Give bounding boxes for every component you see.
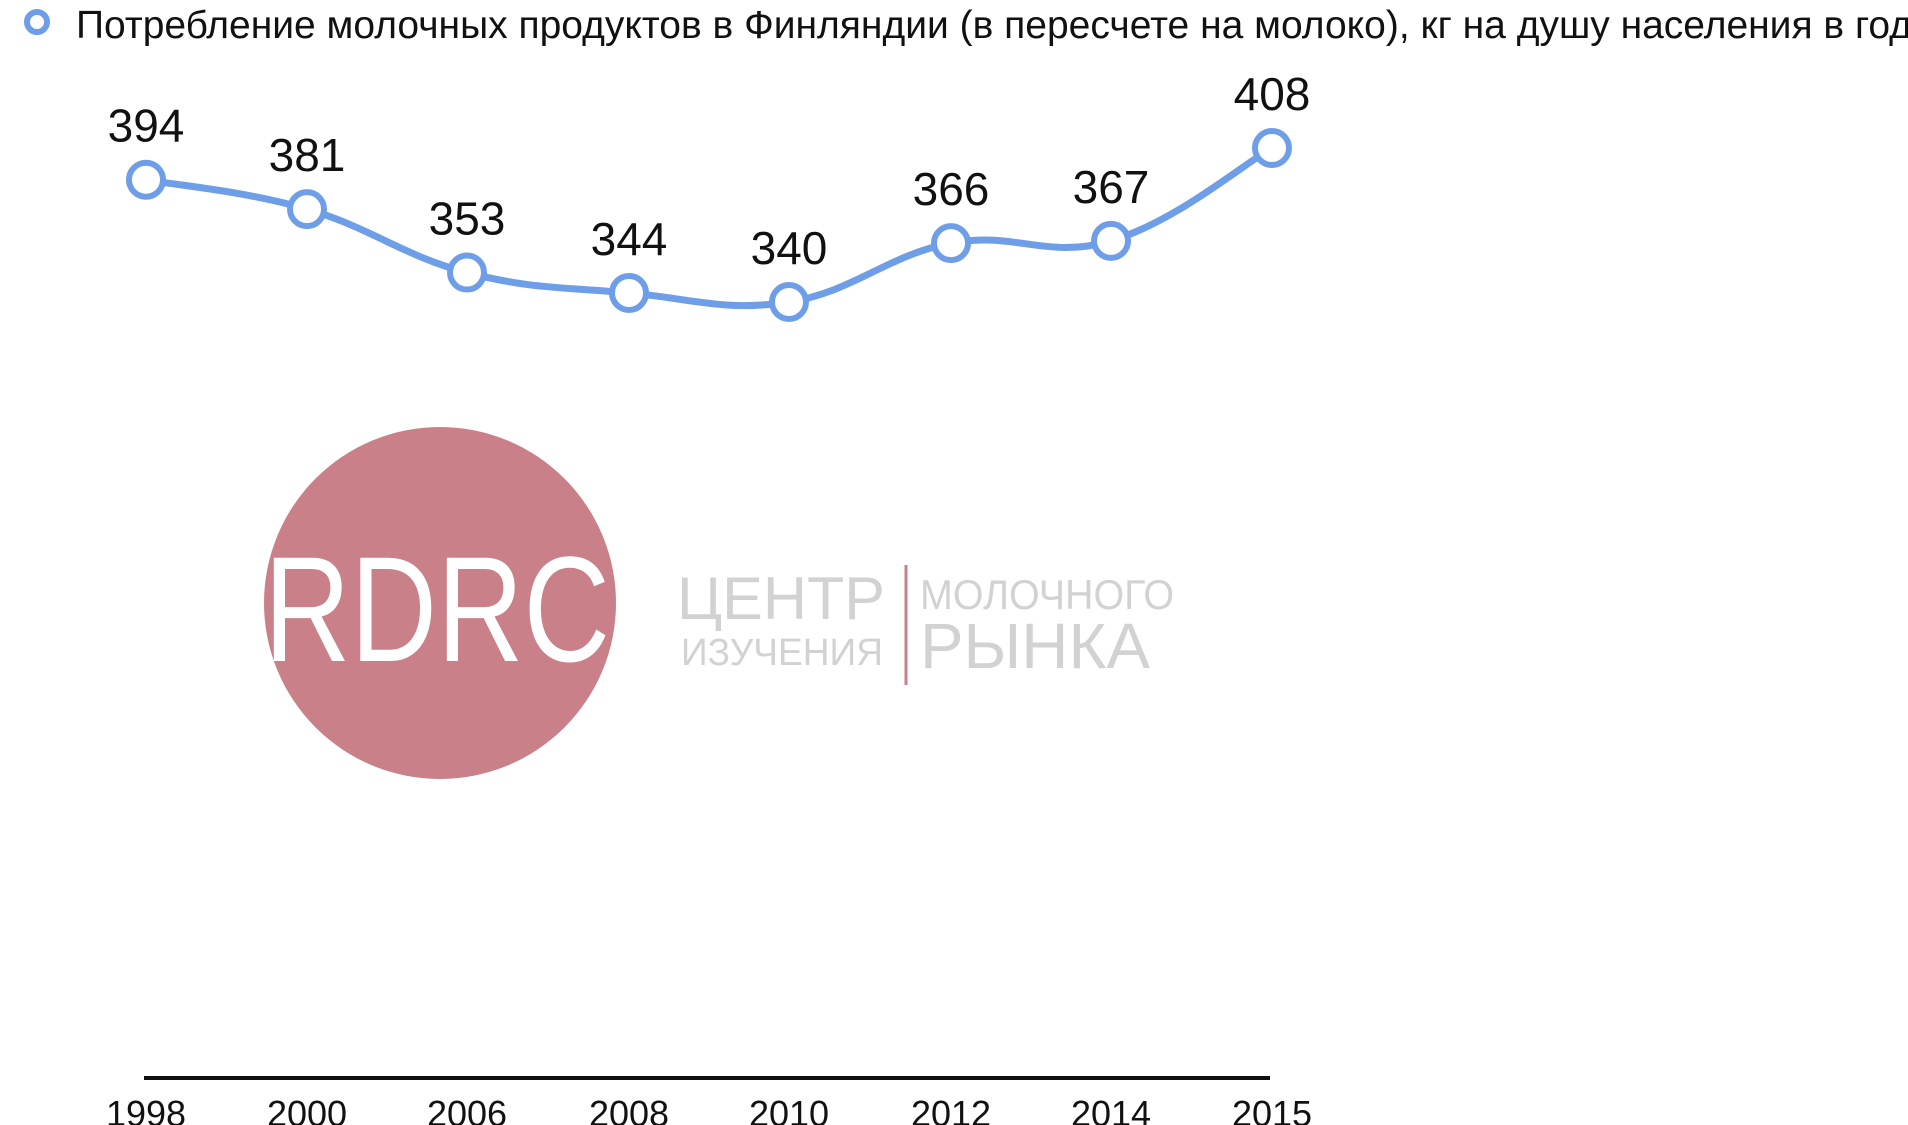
data-label-2010: 340 xyxy=(751,222,828,274)
legend: Потребление молочных продуктов в Финлянд… xyxy=(24,4,1908,47)
x-tick-layer: 1998 2000 2006 2008 2010 2012 2014 2015 xyxy=(106,1093,1312,1125)
logo-text-centr: ЦЕНТР xyxy=(677,565,885,632)
x-tick-2014: 2014 xyxy=(1071,1093,1151,1125)
data-point-2014 xyxy=(1091,220,1131,261)
data-label-2014: 367 xyxy=(1073,161,1150,213)
data-point-2006 xyxy=(447,252,487,293)
data-label-2008: 344 xyxy=(591,213,668,265)
x-tick-1998: 1998 xyxy=(106,1093,186,1125)
logo-text-rynka: РЫНКА xyxy=(920,610,1150,682)
x-tick-2012: 2012 xyxy=(911,1093,991,1125)
x-tick-2010: 2010 xyxy=(749,1093,829,1125)
data-label-2015: 408 xyxy=(1234,68,1311,120)
logo-text-molochnogo: МОЛОЧНОГО xyxy=(920,571,1174,618)
legend-series-label: Потребление молочных продуктов в Финлянд… xyxy=(76,4,1908,47)
data-point-1998 xyxy=(126,159,166,200)
data-label-2006: 353 xyxy=(429,193,506,245)
data-label-2012: 366 xyxy=(913,163,990,215)
data-label-layer: 394 381 353 344 340 366 367 408 xyxy=(108,68,1311,274)
logo-monogram: RDRC xyxy=(264,525,610,693)
data-point-2000 xyxy=(287,189,327,230)
rdrc-logo: RDRC ЦЕНТР ИЗУЧЕНИЯ МОЛОЧНОГО РЫНКА xyxy=(264,427,1174,779)
data-point-2008 xyxy=(609,272,649,313)
x-tick-2015: 2015 xyxy=(1232,1093,1312,1125)
logo-text-izucheniya: ИЗУЧЕНИЯ xyxy=(681,632,883,674)
data-point-2010 xyxy=(769,282,809,322)
x-tick-2008: 2008 xyxy=(589,1093,669,1125)
x-tick-2006: 2006 xyxy=(427,1093,507,1125)
data-label-2000: 381 xyxy=(269,129,346,181)
x-tick-2000: 2000 xyxy=(267,1093,347,1125)
data-point-2012 xyxy=(931,223,971,264)
data-point-2015 xyxy=(1252,128,1292,168)
data-point-layer xyxy=(126,128,1292,322)
legend-marker-icon xyxy=(24,9,50,35)
logo-circle xyxy=(264,427,616,779)
data-label-1998: 394 xyxy=(108,100,185,152)
